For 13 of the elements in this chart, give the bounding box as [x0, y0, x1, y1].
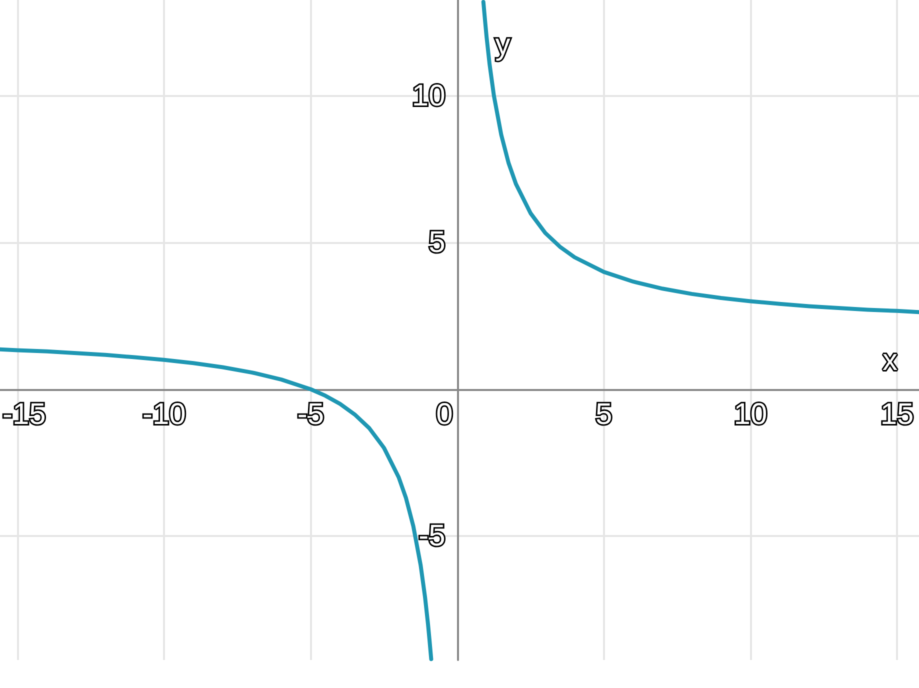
x-tick-label: -15 [2, 398, 46, 431]
y-axis-title: y [495, 28, 510, 62]
x-tick-label: 15 [880, 398, 914, 431]
x-tick-label: -10 [142, 398, 186, 431]
x-tick-label: 0 [436, 398, 453, 431]
x-tick-label: 5 [596, 398, 612, 431]
y-tick-label: 5 [428, 226, 446, 260]
x-tick-label: -5 [297, 398, 324, 431]
x-tick-label: 10 [734, 398, 768, 431]
x-axis-title: x [882, 344, 898, 377]
y-tick-label: 10 [412, 79, 446, 112]
line-series [481, 0, 919, 314]
y-tick-label: -5 [418, 519, 446, 552]
